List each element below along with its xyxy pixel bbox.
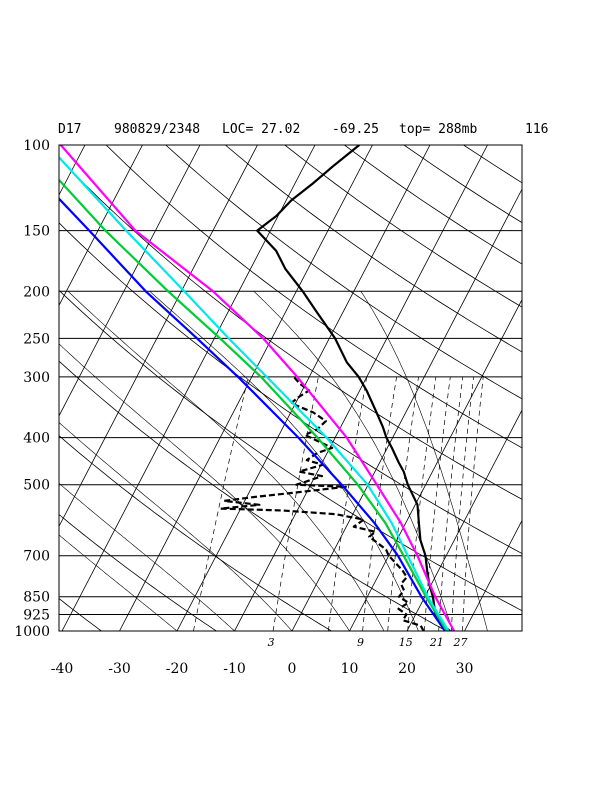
temperature-tick-label: -10 xyxy=(223,661,246,677)
mixing-ratio-label: 15 xyxy=(399,636,413,649)
mixing-ratio-label: 9 xyxy=(357,636,364,649)
isotherm-line xyxy=(580,145,612,631)
pressure-tick-label: 150 xyxy=(23,224,50,240)
mixing-ratio-line xyxy=(462,376,484,631)
isotherm-line xyxy=(349,298,522,631)
isotherm-line xyxy=(61,145,316,631)
isotherm-line xyxy=(119,145,373,631)
plot-frame xyxy=(58,144,523,632)
mixing-ratio-line xyxy=(193,376,249,631)
dry-adiabat-line xyxy=(105,145,522,449)
mixing-ratio-label: 21 xyxy=(429,636,444,649)
mixing-ratio-label: 27 xyxy=(452,636,467,649)
mixing-ratio-labels: 3 9 15 21 27 xyxy=(268,636,468,649)
temperature-tick-label: 0 xyxy=(288,661,297,677)
isotherm-line xyxy=(59,145,258,528)
header-longitude: -69.25 xyxy=(332,122,379,137)
pressure-tick-label: 700 xyxy=(23,549,50,565)
header-location: LOC= 27.02 xyxy=(222,122,300,137)
dry-adiabat-line xyxy=(403,145,522,224)
header-top: top= 288mb xyxy=(399,122,477,137)
pressure-tick-label: 500 xyxy=(23,478,50,494)
mixing-ratio-line xyxy=(450,376,474,631)
temperature-tick-labels: -40 -30 -20 -10 0 10 20 30 xyxy=(51,661,474,677)
moist-adiabat-line xyxy=(59,421,293,631)
temperature-tick-label: -40 xyxy=(51,661,74,677)
profile-line-5 xyxy=(59,155,450,631)
moist-adiabat-line xyxy=(149,291,419,631)
isobar-lines xyxy=(59,144,522,632)
moist-adiabat-line xyxy=(59,343,350,631)
pressure-tick-label: 250 xyxy=(23,331,50,347)
dry-adiabat-line xyxy=(344,145,522,265)
pressure-tick-label: 300 xyxy=(23,370,50,386)
mixing-ratio-line xyxy=(407,376,437,631)
profile-line-4 xyxy=(59,178,448,631)
header-datetime: 980829/2348 xyxy=(114,122,200,137)
dry-adiabat-line xyxy=(59,598,102,631)
header-number: 116 xyxy=(525,122,548,137)
profile-line-6 xyxy=(59,145,456,631)
dry-adiabat-line xyxy=(59,360,447,631)
profile-series xyxy=(59,145,456,631)
moist-adiabat-line xyxy=(59,534,178,631)
moist-adiabat-line xyxy=(253,291,454,631)
dry-adiabat-line xyxy=(59,289,522,612)
isotherm-line xyxy=(176,145,431,631)
temperature-tick-label: 30 xyxy=(456,661,474,677)
temperature-tick-label: -30 xyxy=(108,661,131,677)
mixing-ratio-line xyxy=(438,376,464,631)
header-station: D17 xyxy=(58,122,81,137)
dry-adiabat-line xyxy=(523,145,612,631)
profile-line-3 xyxy=(59,197,446,631)
isotherm-line xyxy=(406,409,522,631)
moist-adiabat-line xyxy=(360,291,488,631)
isotherm-line xyxy=(59,145,201,417)
pressure-tick-label: 100 xyxy=(23,138,50,154)
pressure-tick-label: 200 xyxy=(23,284,50,300)
mixing-ratio-line xyxy=(424,376,451,631)
moist-adiabat-line xyxy=(67,291,385,631)
profile-line-1 xyxy=(256,145,451,631)
isotherm-line xyxy=(464,519,522,631)
mixing-ratio-line xyxy=(387,376,419,631)
temperature-tick-label: 20 xyxy=(398,661,416,677)
mixing-ratio-label: 3 xyxy=(268,636,275,649)
temperature-tick-label: -20 xyxy=(166,661,189,677)
profile-line-2 xyxy=(219,376,425,631)
pressure-tick-label: 400 xyxy=(23,431,50,447)
mixing-ratio-line xyxy=(272,376,319,631)
pressure-tick-label: 1000 xyxy=(14,624,50,640)
isotherm-line xyxy=(234,145,488,631)
chart-header: D17 980829/2348 LOC= 27.02 -69.25 top= 2… xyxy=(58,122,548,137)
dry-adiabat-line xyxy=(165,145,522,400)
temperature-tick-label: 10 xyxy=(341,661,359,677)
pressure-tick-label: 850 xyxy=(23,590,50,606)
isotherm-line xyxy=(521,630,522,631)
isotherm-line xyxy=(59,145,143,307)
moist-adiabat-line xyxy=(59,482,235,631)
mixing-ratio-line xyxy=(327,376,368,631)
pressure-tick-label: 925 xyxy=(23,608,50,624)
dry-adiabat-line xyxy=(463,145,522,184)
